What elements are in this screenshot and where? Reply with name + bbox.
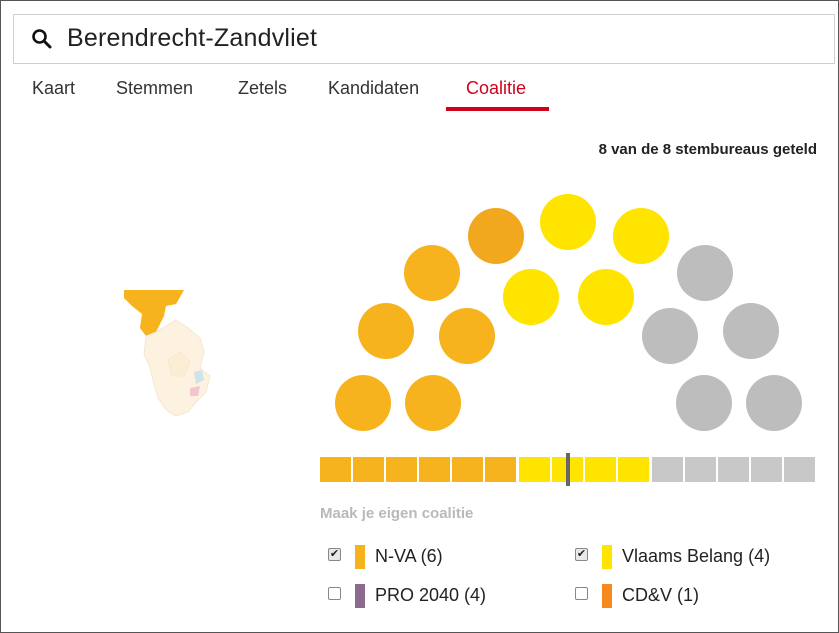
seat-bar-cell (419, 457, 450, 482)
swatch-cdv (602, 584, 612, 608)
coalition-title: Maak je eigen coalitie (320, 505, 474, 522)
seat-bar-cell (485, 457, 516, 482)
label-nva: N-VA (6) (375, 546, 443, 566)
label-vlaams-belang: Vlaams Belang (4) (622, 546, 771, 566)
label-pro-2040: PRO 2040 (4) (375, 585, 487, 605)
seat-bar-cell (452, 457, 483, 482)
checkbox-pro-2040[interactable] (328, 587, 341, 600)
seat-bar-cell (320, 457, 351, 482)
count-status: 8 van de 8 stembureaus geteld (598, 141, 817, 158)
seat-bar-cell (652, 457, 683, 482)
seat-bar-cell (685, 457, 716, 482)
checkbox-nva[interactable]: ✔ (328, 548, 341, 561)
seat-bar-cell (784, 457, 815, 482)
tab-coalitie[interactable]: Coalitie (466, 78, 527, 98)
seat-bar-cell (386, 457, 417, 482)
search-icon (32, 29, 52, 49)
seat-bar-cell (718, 457, 749, 482)
search-query[interactable]: Berendrecht-Zandvliet (67, 24, 318, 52)
tab-kandidaten[interactable]: Kandidaten (328, 78, 420, 98)
checkbox-cdv[interactable] (575, 587, 588, 600)
tab-bar: Kaart Stemmen Zetels Kandidaten Coalitie (0, 72, 839, 112)
seat-bar-cell (585, 457, 616, 482)
seat-bar-cell (353, 457, 384, 482)
search-box[interactable]: Berendrecht-Zandvliet (13, 14, 835, 64)
active-tab-indicator (446, 107, 549, 111)
district-map[interactable] (110, 280, 230, 430)
swatch-vlaams-belang (602, 545, 612, 569)
tab-kaart[interactable]: Kaart (32, 78, 76, 98)
checkbox-vlaams-belang[interactable]: ✔ (575, 548, 588, 561)
seat-bar-cell (618, 457, 649, 482)
label-cdv: CD&V (1) (622, 585, 700, 605)
swatch-nva (355, 545, 365, 569)
tab-zetels[interactable]: Zetels (238, 78, 288, 98)
tab-stemmen[interactable]: Stemmen (116, 78, 194, 98)
majority-marker (566, 453, 570, 486)
seat-bar-cell (751, 457, 782, 482)
seat-bar-cell (519, 457, 550, 482)
swatch-pro-2040 (355, 584, 365, 608)
